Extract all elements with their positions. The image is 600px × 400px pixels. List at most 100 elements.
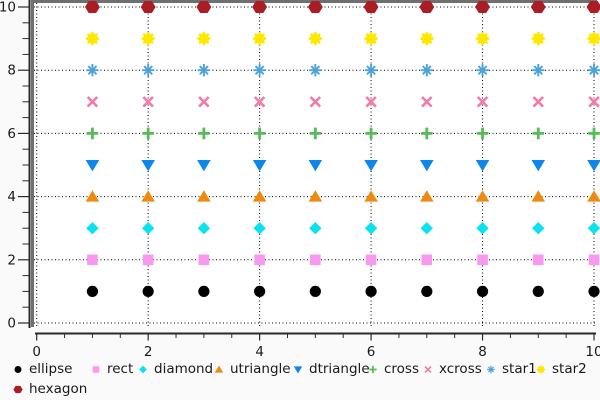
data-point-star1-x6 <box>364 63 378 77</box>
data-point-cross-x8 <box>476 127 489 140</box>
data-point-star2-x5 <box>308 31 323 46</box>
y-tick-label-8: 8 <box>7 63 16 79</box>
data-point-dtriangle-x5 <box>308 160 323 172</box>
data-point-utriangle-x3 <box>197 190 211 202</box>
data-point-rect-x8 <box>477 254 488 266</box>
legend-marker-dtriangle-icon <box>293 366 303 374</box>
legend-item-xcross: xcross <box>420 361 482 377</box>
data-point-xcross-x6 <box>365 96 377 108</box>
data-point-ellipse-x7 <box>421 285 433 297</box>
data-point-dtriangle-x7 <box>420 160 434 172</box>
legend-marker-diamond-icon <box>139 365 147 374</box>
data-point-hexagon-x7 <box>419 1 435 13</box>
legend-marker-star2-icon <box>536 365 546 374</box>
data-point-diamond-x5 <box>309 222 322 235</box>
legend-item-diamond: diamond <box>135 361 213 377</box>
legend-item-ellipse: ellipse <box>10 361 72 377</box>
data-point-utriangle-x6 <box>364 190 378 202</box>
data-point-rect-x3 <box>198 254 210 266</box>
data-point-star1-x9 <box>532 63 545 77</box>
data-point-diamond-x3 <box>197 222 211 235</box>
data-point-cross-x4 <box>253 127 266 140</box>
data-point-xcross-x7 <box>421 96 433 108</box>
data-point-star2-x6 <box>363 31 379 46</box>
data-point-ellipse-x2 <box>142 285 154 297</box>
legend-item-star1: star1 <box>483 361 537 377</box>
y-tick-label-4: 4 <box>7 189 16 205</box>
data-point-star2-x9 <box>531 31 546 46</box>
data-point-diamond-x2 <box>141 222 155 235</box>
data-point-star2-x10 <box>586 31 600 46</box>
data-point-star1-x1 <box>86 63 99 77</box>
data-point-star1-x5 <box>309 63 322 77</box>
legend-label-ellipse: ellipse <box>29 361 73 377</box>
data-point-dtriangle-x3 <box>197 160 211 172</box>
legend-label-dtriangle: dtriangle <box>309 361 370 377</box>
data-point-utriangle-x5 <box>308 190 323 202</box>
data-point-utriangle-x2 <box>141 190 155 202</box>
legend-label-star1: star1 <box>502 361 537 377</box>
data-point-dtriangle-x10 <box>587 160 600 172</box>
data-point-dtriangle-x2 <box>141 160 155 172</box>
data-point-rect-x6 <box>365 254 377 266</box>
data-point-cross-x3 <box>198 127 210 140</box>
legend-label-cross: cross <box>384 361 420 377</box>
data-point-ellipse-x1 <box>86 285 99 297</box>
legend-item-rect: rect <box>88 361 133 377</box>
data-point-utriangle-x8 <box>475 190 490 202</box>
legend-label-utriangle: utriangle <box>230 361 291 377</box>
data-point-cross-x6 <box>365 127 377 140</box>
legend-item-star2: star2 <box>533 361 587 377</box>
data-point-xcross-x8 <box>476 96 489 108</box>
data-point-star1-x10 <box>587 63 600 77</box>
x-tick-label-6: 6 <box>367 344 376 360</box>
data-point-cross-x2 <box>142 127 154 140</box>
data-point-rect-x7 <box>421 254 433 266</box>
x-tick-label-0: 0 <box>32 344 41 360</box>
x-tick-label-8: 8 <box>478 344 487 360</box>
data-point-star1-x2 <box>141 63 155 77</box>
data-point-hexagon-x3 <box>196 1 212 13</box>
data-point-star2-x7 <box>419 31 434 46</box>
legend-label-hexagon: hexagon <box>29 381 88 397</box>
data-point-ellipse-x6 <box>365 285 377 297</box>
legend-label-xcross: xcross <box>439 361 482 377</box>
data-point-diamond-x10 <box>587 221 600 235</box>
data-point-ellipse-x8 <box>476 285 489 297</box>
data-point-ellipse-x5 <box>309 285 321 297</box>
legend-marker-hexagon-icon <box>13 385 23 394</box>
data-point-diamond-x7 <box>420 222 434 235</box>
data-point-hexagon-x1 <box>85 1 100 13</box>
legend-marker-cross-icon <box>369 365 377 374</box>
data-point-rect-x5 <box>310 254 321 266</box>
data-point-rect-x10 <box>588 254 600 266</box>
data-point-diamond-x6 <box>364 222 378 235</box>
data-point-rect-x9 <box>532 254 544 266</box>
data-point-xcross-x10 <box>588 96 600 108</box>
data-point-dtriangle-x1 <box>85 160 100 172</box>
data-point-diamond-x4 <box>253 222 266 235</box>
legend-label-star2: star2 <box>552 361 587 377</box>
legend-item-cross: cross <box>365 361 419 377</box>
y-tick-label-2: 2 <box>7 252 16 268</box>
data-point-cross-x10 <box>588 127 600 140</box>
data-point-star2-x8 <box>475 31 490 46</box>
data-point-cross-x5 <box>309 127 322 140</box>
legend-item-hexagon: hexagon <box>10 381 87 397</box>
data-point-hexagon-x4 <box>252 1 267 13</box>
data-point-rect-x2 <box>142 254 154 266</box>
data-point-dtriangle-x8 <box>475 160 490 172</box>
data-point-utriangle-x1 <box>85 190 100 202</box>
data-point-star1-x3 <box>197 63 211 77</box>
x-tick-label-2: 2 <box>144 344 153 360</box>
data-point-cross-x9 <box>532 127 545 140</box>
legend-label-rect: rect <box>107 361 134 377</box>
legend-marker-rect-icon <box>92 366 100 373</box>
data-point-xcross-x1 <box>86 96 99 108</box>
y-tick-label-6: 6 <box>7 126 16 142</box>
y-tick-label-10: 10 <box>0 0 16 16</box>
legend-item-dtriangle: dtriangle <box>290 361 370 377</box>
data-point-star2-x3 <box>196 31 211 46</box>
data-point-cross-x1 <box>86 127 99 140</box>
data-point-star1-x7 <box>420 63 434 77</box>
